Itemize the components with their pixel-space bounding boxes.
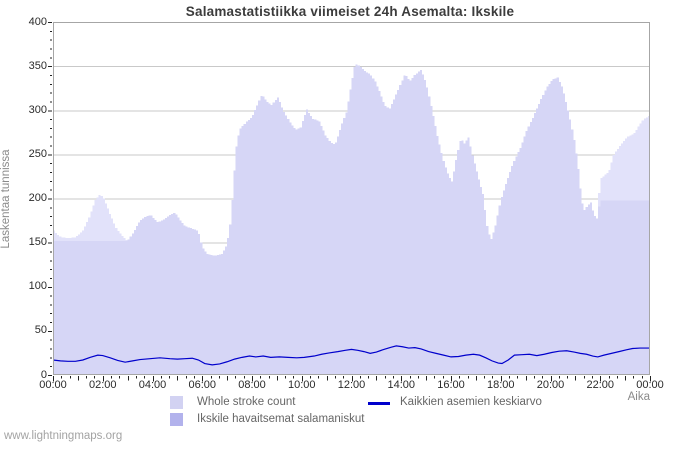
x-tick-label: 00:00	[39, 379, 67, 391]
y-tick-label: 50	[34, 324, 47, 337]
x-tick-label: 04:00	[138, 379, 167, 391]
x-tick-label: 00:00	[636, 379, 664, 391]
y-tick-label: 400	[28, 15, 47, 28]
x-axis-title: Aika	[627, 391, 650, 403]
y-tick-label: 200	[28, 192, 47, 204]
x-tick-label: 06:00	[188, 379, 217, 391]
x-tick-label: 02:00	[88, 379, 117, 391]
whole-stroke-count-swatch-icon	[170, 396, 183, 409]
x-tick-label: 16:00	[437, 379, 465, 391]
area-ikskile-detected	[53, 64, 650, 375]
x-tick-label: 18:00	[486, 379, 515, 391]
legend-label: Kaikkien asemien keskiarvo	[400, 396, 542, 408]
x-tick-label: 08:00	[238, 379, 266, 391]
average-line	[52, 345, 650, 366]
average-line-swatch-icon	[368, 402, 390, 405]
y-tick-label: 350	[28, 59, 47, 72]
y-tick-label: 150	[28, 236, 47, 249]
ikskile-detected-swatch-icon	[170, 413, 183, 426]
x-tick-label: 12:00	[337, 379, 366, 391]
y-tick-label: 300	[28, 103, 47, 116]
legend-label: Ikskile havaitsemat salamaniskut	[197, 413, 365, 425]
legend-label: Whole stroke count	[197, 396, 296, 408]
y-tick-label: 100	[28, 280, 47, 293]
chart-title: Salamastatistiikka viimeiset 24h Asemalt…	[185, 4, 515, 19]
x-tick-label: 14:00	[387, 379, 416, 391]
watermark: www.lightningmaps.org	[4, 430, 123, 442]
plot-border	[53, 22, 650, 375]
x-tick-label: 22:00	[586, 379, 615, 391]
plot-area	[48, 22, 651, 382]
y-tick-label: 250	[28, 147, 47, 160]
x-tick-label: 20:00	[536, 379, 565, 391]
y-tick-label: 0	[40, 368, 47, 381]
x-tick-label: 10:00	[287, 379, 316, 391]
